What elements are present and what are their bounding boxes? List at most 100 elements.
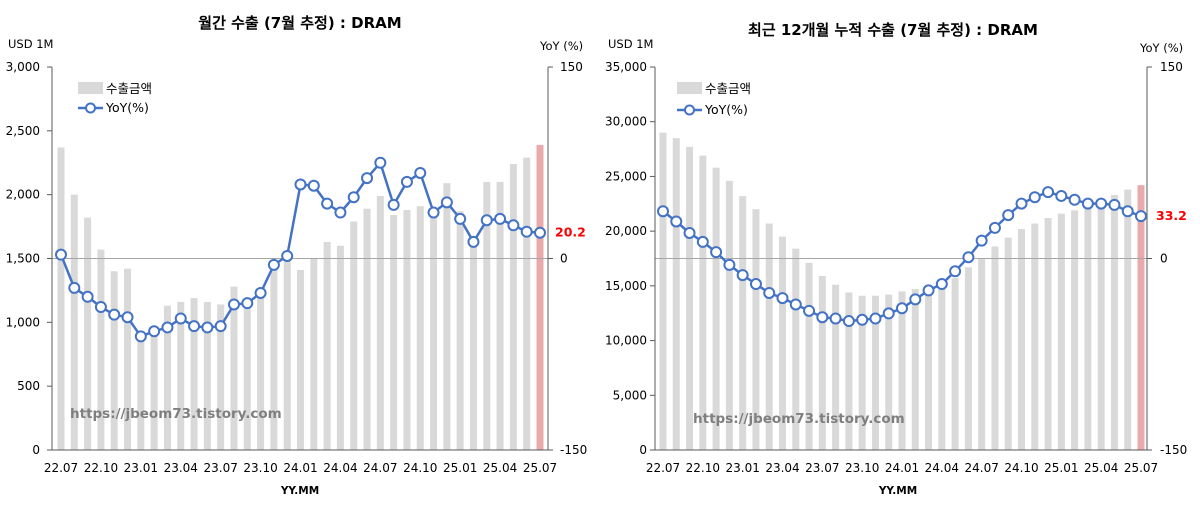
yoy-point-16: [856, 313, 869, 326]
yoy-point-2: [670, 215, 683, 228]
export-bar-6: [725, 180, 733, 450]
yoy-point-3: [683, 226, 696, 239]
yoy-point-25: [374, 156, 387, 169]
legend-bar-label: 수출금액: [705, 81, 751, 96]
yoy-point-15: [241, 297, 254, 310]
yoy-point-4: [94, 301, 107, 314]
export-bar-16: [257, 292, 265, 450]
yoy-point-37: [534, 226, 546, 239]
yoy-point-26: [387, 198, 400, 211]
export-bar-29: [430, 216, 438, 450]
yoy-point-10: [174, 312, 187, 325]
yoy-point-13: [816, 311, 829, 324]
yoy-point-36: [1121, 205, 1134, 218]
export-bar-14: [832, 284, 840, 450]
export-bar-28: [1018, 228, 1025, 450]
export-bar-25: [376, 195, 384, 450]
yoy-point-21: [922, 284, 935, 297]
export-bar-9: [163, 305, 171, 450]
y2-tick-label: 150: [1160, 60, 1183, 74]
yoy-point-5: [108, 308, 121, 321]
yoy-point-33: [1081, 197, 1094, 210]
x-tick-label: 24.07: [363, 461, 397, 475]
export-bar-26: [390, 215, 398, 450]
y2-axis-label: YoY (%): [1139, 41, 1183, 55]
yoy-point-31: [1055, 189, 1068, 202]
export-bar-14: [230, 286, 238, 450]
yoy-point-20: [307, 179, 320, 192]
x-tick-label: 24.07: [964, 461, 998, 475]
export-bar-27: [1004, 237, 1012, 450]
yoy-point-17: [869, 312, 882, 325]
x-axis-label: YY.MM: [878, 485, 917, 497]
yoy-point-28: [1015, 197, 1028, 210]
x-tick-label: 22.10: [686, 461, 720, 475]
export-bar-5: [712, 167, 720, 450]
x-tick-label: 23.07: [203, 461, 237, 475]
export-bar-32: [469, 243, 477, 450]
yoy-point-28: [414, 166, 427, 179]
legend: 수출금액 YoY(%): [78, 81, 152, 115]
y-tick-label: 20,000: [605, 224, 647, 238]
x-tick-label: 24.04: [323, 461, 357, 475]
export-bar-8: [150, 332, 158, 450]
legend-bar-label: 수출금액: [106, 81, 152, 96]
yoy-point-16: [254, 286, 267, 299]
yoy-point-12: [803, 304, 816, 317]
yoy-point-1: [55, 248, 67, 261]
yoy-point-23: [949, 265, 962, 278]
export-bar-15: [845, 292, 853, 450]
yoy-point-9: [763, 286, 776, 299]
x-tick-label: 23.01: [725, 461, 759, 475]
y-tick-label: 500: [17, 379, 40, 393]
yoy-point-19: [896, 302, 908, 315]
y-tick-label: 15,000: [605, 279, 647, 293]
y-axis-label: USD 1M: [608, 37, 653, 51]
yoy-point-5: [710, 246, 723, 259]
export-bar-23: [951, 278, 959, 450]
export-bar-3: [686, 146, 694, 450]
yoy-point-14: [227, 298, 240, 311]
export-bar-18: [885, 294, 893, 450]
export-bar-4: [97, 249, 105, 450]
yoy-point-19: [294, 178, 307, 191]
yoy-point-25: [975, 234, 988, 247]
cumulative-export-chart: 0 5,000 10,000 15,000 20,000 25,000 30,000 35,0…: [605, 21, 1187, 497]
export-bar-17: [270, 262, 278, 450]
watermark: https://jbeom73.tistory.com: [70, 406, 282, 422]
x-tick-label: 24.10: [1004, 461, 1038, 475]
export-bar-21: [323, 241, 331, 450]
yoy-point-9: [161, 321, 174, 334]
export-bar-10: [177, 301, 185, 450]
y-tick-label: 0: [32, 443, 40, 457]
export-bar-8: [752, 209, 760, 450]
x-tick-label: 25.04: [1084, 461, 1118, 475]
legend-marker-swatch: [684, 104, 695, 116]
export-bar-6: [124, 268, 132, 450]
export-bar-7: [739, 196, 747, 450]
legend-line-label: YoY(%): [704, 102, 748, 117]
export-bar-26: [991, 246, 999, 450]
yoy-point-27: [1002, 209, 1015, 222]
export-bar-30: [443, 183, 451, 450]
yoy-point-35: [1108, 198, 1121, 211]
export-bar-22: [336, 245, 344, 450]
x-tick-label: 23.01: [124, 461, 158, 475]
y-tick-label: 5,000: [613, 388, 647, 402]
export-bar-20: [310, 258, 318, 450]
y-axis-label: USD 1M: [8, 37, 53, 51]
yoy-point-7: [736, 269, 749, 282]
export-bar-37: [1137, 185, 1145, 450]
x-tick-label: 23.04: [164, 461, 198, 475]
x-tick-label: 22.07: [44, 461, 78, 475]
export-bar-15: [243, 299, 251, 450]
y2-tick-label: 0: [1160, 252, 1168, 266]
export-bar-22: [938, 281, 946, 450]
export-bar-23: [350, 221, 358, 450]
yoy-point-14: [829, 312, 842, 325]
x-tick-label: 24.01: [885, 461, 919, 475]
legend-line-label: YoY(%): [105, 100, 149, 115]
export-bar-11: [792, 248, 800, 450]
export-bar-7: [137, 338, 145, 450]
y-tick-label: 0: [639, 443, 647, 457]
